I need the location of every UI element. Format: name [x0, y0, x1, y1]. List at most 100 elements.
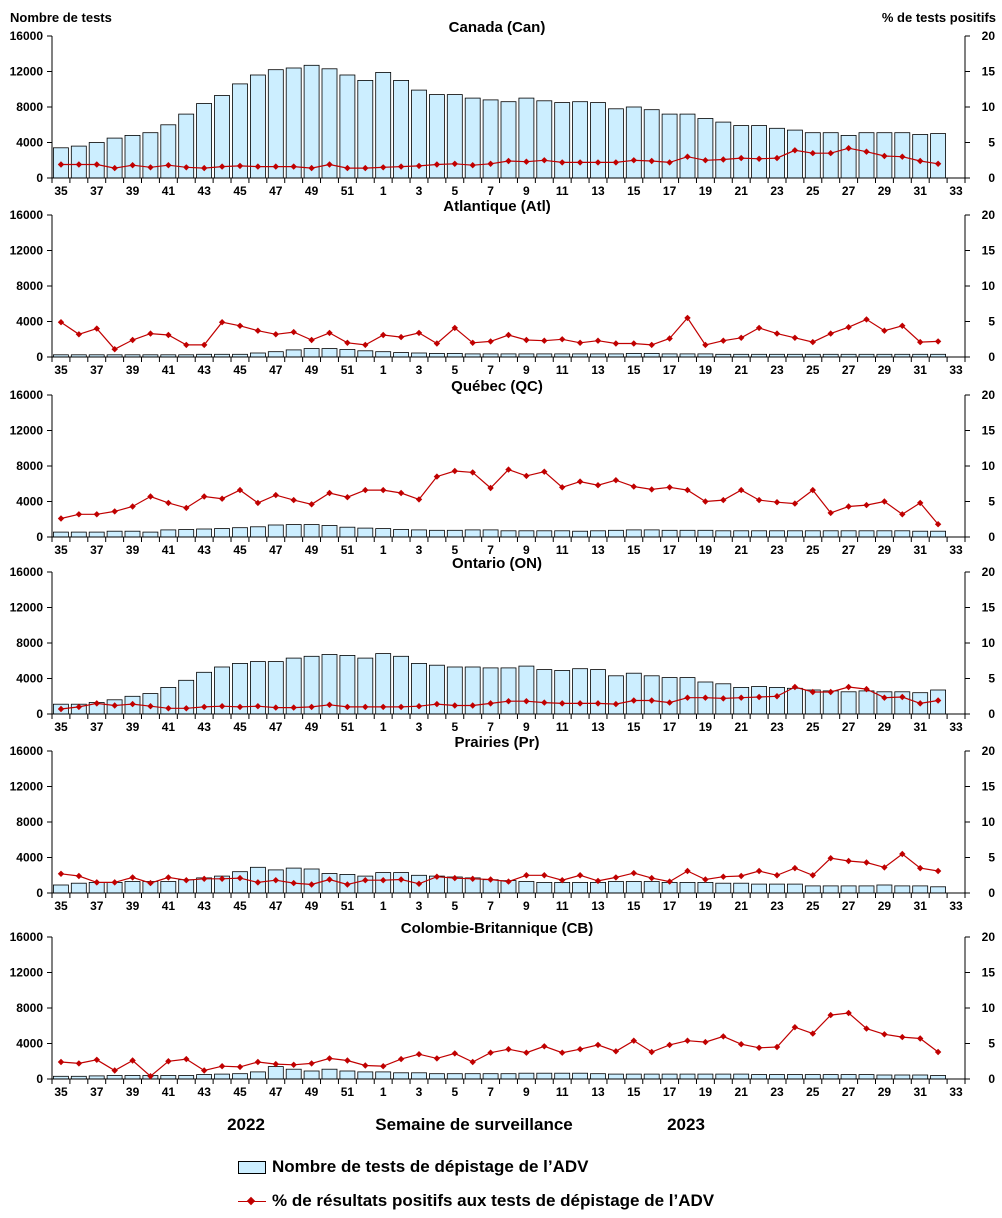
x-tick-label: 43	[198, 363, 212, 377]
percent-point	[917, 338, 924, 346]
percent-point	[648, 341, 655, 349]
bar	[446, 529, 463, 538]
bar	[822, 885, 839, 894]
x-tick-label: 35	[54, 184, 68, 198]
bar	[53, 884, 69, 894]
bar	[339, 1070, 356, 1080]
percent-point	[362, 164, 369, 172]
bar	[393, 352, 410, 358]
percent-point	[129, 336, 136, 344]
x-tick-label: 5	[451, 363, 458, 377]
left-tick-label: 8000	[16, 279, 43, 293]
percent-point	[129, 503, 136, 510]
percent-point	[791, 1024, 799, 1031]
percent-point	[881, 1031, 888, 1038]
percent-point	[344, 339, 351, 346]
percent-point	[326, 489, 333, 497]
percent-point	[773, 1043, 781, 1051]
left-tick-label: 0	[36, 350, 43, 364]
percent-point	[684, 1037, 691, 1044]
x-tick-label: 31	[914, 184, 928, 198]
percent-point	[236, 322, 244, 329]
percent-point	[380, 703, 387, 711]
percent-line	[60, 316, 939, 350]
percent-point	[738, 694, 745, 701]
percent-point	[129, 1057, 136, 1064]
percent-point	[57, 319, 65, 326]
right-tick-label: 10	[982, 459, 996, 473]
x-tick-label: 7	[487, 184, 494, 198]
percent-point	[899, 1033, 906, 1041]
bar	[249, 1071, 266, 1080]
left-tick-label: 8000	[16, 815, 43, 829]
percent-point	[809, 1030, 816, 1037]
percent-point	[648, 874, 655, 882]
right-tick-label: 20	[982, 565, 996, 579]
left-tick-label: 8000	[16, 1001, 43, 1015]
bar	[393, 80, 410, 179]
percent-point	[57, 705, 65, 713]
left-tick-label: 16000	[10, 29, 44, 43]
percent-point	[755, 1044, 763, 1051]
x-tick-label: 21	[735, 363, 749, 377]
bar	[428, 352, 445, 358]
bar	[500, 667, 517, 715]
percent-point	[917, 700, 924, 707]
percent-point	[218, 703, 226, 710]
percent-point	[559, 484, 566, 491]
x-tick-label: 43	[198, 720, 212, 734]
bar	[285, 349, 302, 358]
bar	[572, 101, 588, 179]
percent-point	[111, 346, 118, 353]
bar	[482, 1073, 499, 1080]
percent-point	[147, 703, 154, 710]
x-tick-label: 29	[878, 899, 892, 913]
panel-title: Canada (Can)	[449, 19, 546, 36]
percent-point	[326, 161, 333, 168]
x-tick-label: 7	[487, 899, 494, 913]
bar	[249, 74, 266, 179]
bar	[554, 882, 571, 894]
bar	[464, 529, 481, 538]
percent-point	[487, 338, 494, 345]
bar	[643, 881, 660, 894]
x-tick-label: 15	[627, 363, 641, 377]
bar	[894, 885, 911, 894]
x-tick-label: 5	[451, 543, 458, 557]
x-tick-label: 37	[90, 899, 104, 913]
percent-point	[111, 508, 118, 515]
percent-point	[612, 340, 620, 347]
bar	[142, 531, 159, 538]
percent-point	[809, 150, 816, 157]
percent-point	[236, 162, 244, 170]
bar	[643, 1073, 660, 1080]
percent-point	[290, 328, 297, 336]
x-tick-label: 37	[90, 184, 104, 198]
legend-line-swatch	[238, 1195, 266, 1208]
percent-point	[845, 1009, 852, 1017]
x-tick-label: 49	[305, 899, 319, 913]
percent-point	[469, 702, 476, 709]
right-tick-label: 0	[988, 171, 995, 185]
bar	[446, 352, 463, 358]
x-tick-label: 35	[54, 543, 68, 557]
percent-point	[415, 1051, 423, 1058]
right-tick-label: 5	[988, 495, 995, 509]
percent-point	[308, 881, 315, 888]
x-tick-label: 13	[591, 1085, 605, 1099]
x-tick-label: 31	[914, 543, 928, 557]
bar	[536, 1072, 553, 1080]
right-tick-label: 10	[982, 636, 996, 650]
x-tick-label: 3	[416, 543, 423, 557]
percent-point	[755, 693, 763, 701]
x-tick-label: 19	[699, 363, 713, 377]
percent-point	[845, 324, 852, 331]
bar	[661, 677, 678, 715]
bar	[321, 348, 338, 358]
percent-point	[433, 473, 441, 480]
x-tick-label: 17	[663, 184, 677, 198]
percent-point	[863, 501, 870, 509]
percent-point	[791, 864, 799, 872]
percent-point	[934, 521, 942, 528]
x-tick-label: 23	[770, 184, 784, 198]
